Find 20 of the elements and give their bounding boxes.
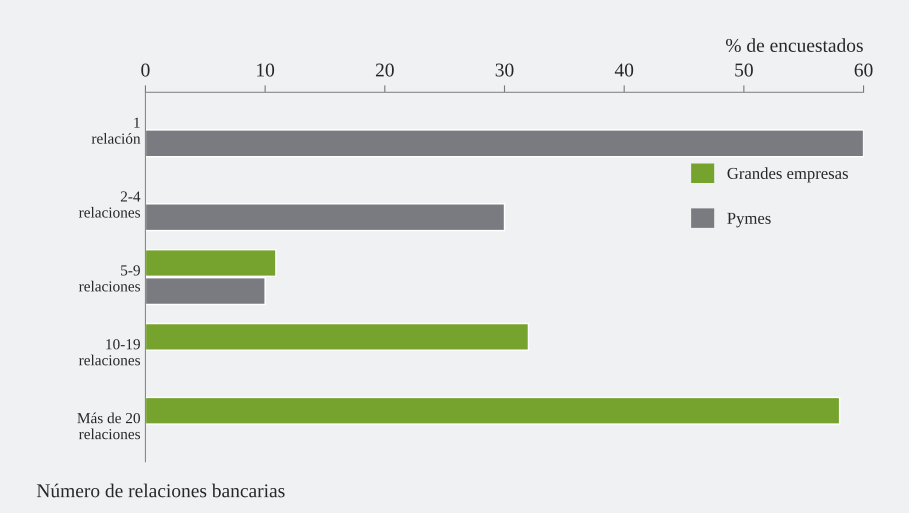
bar [145, 322, 530, 351]
x-axis-title: % de encuestados [726, 38, 863, 52]
y-tick-label: 1 relación [92, 118, 140, 144]
bar [145, 129, 864, 158]
y-tick-label: 10-19 relaciones [78, 339, 140, 366]
y-tick-label: Más de 20 relaciones [77, 412, 140, 440]
y-axis-title: Número de relaciones bancarias [36, 484, 285, 498]
y-tick-label: 5-9 relaciones [78, 265, 140, 292]
x-tick-label: 0 [141, 63, 150, 77]
x-tick-label: 50 [735, 63, 753, 77]
bar [145, 396, 840, 425]
legend-label: Pymes [727, 212, 771, 228]
bar [145, 203, 506, 232]
x-tick-label: 10 [257, 63, 274, 77]
x-tick-label: 30 [496, 63, 514, 77]
x-tick-label: 20 [376, 63, 394, 77]
x-tick-label: 60 [854, 63, 873, 77]
legend-label: Grandes empresas [728, 167, 848, 182]
y-tick-label: 2-4 relaciones [78, 191, 140, 218]
x-tick-label: 40 [614, 63, 634, 77]
